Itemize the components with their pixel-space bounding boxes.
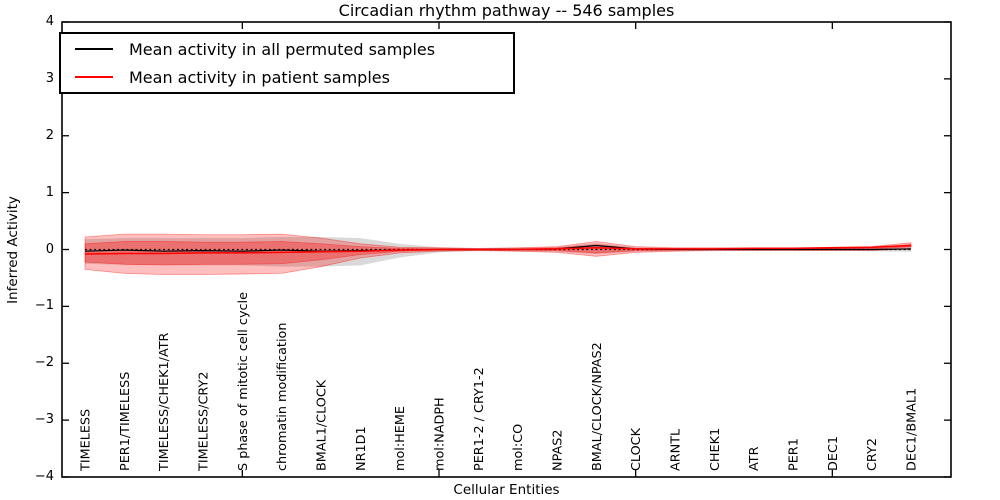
y-tick-label: 1 <box>45 184 54 200</box>
x-category-label: NPAS2 <box>551 430 566 472</box>
legend-label-permuted: Mean activity in all permuted samples <box>129 39 436 59</box>
y-tick-label: 4 <box>45 14 54 29</box>
y-tick-label: 2 <box>45 127 54 143</box>
x-category-label: BMAL/CLOCK/NPAS2 <box>590 342 605 471</box>
x-category-label: TIMELESS/CHEK1/ATR <box>157 332 172 472</box>
y-tick-label: 3 <box>45 70 54 86</box>
y-tick-label: −4 <box>34 469 54 484</box>
x-category-label: PER1 <box>787 438 802 471</box>
x-category-label: CRY2 <box>865 438 880 471</box>
legend-line-black-icon <box>75 48 113 50</box>
x-category-label: PER1-2 / CRY1-2 <box>472 367 487 471</box>
x-category-label: DEC1/BMAL1 <box>905 388 920 471</box>
y-tick-label: −3 <box>34 412 54 428</box>
x-category-label: BMAL1/CLOCK <box>315 379 330 471</box>
x-category-label: CHEK1 <box>708 428 723 471</box>
x-category-label: CLOCK <box>629 427 644 471</box>
x-category-label: TIMELESS <box>79 409 94 472</box>
legend-label-patient: Mean activity in patient samples <box>129 67 390 87</box>
legend: Mean activity in all permuted samples Me… <box>59 32 515 94</box>
x-category-label: DEC1 <box>826 436 841 471</box>
x-category-label: TIMELESS/CRY2 <box>197 372 212 472</box>
x-category-label: mol:NADPH <box>433 397 448 471</box>
y-tick-label: −1 <box>34 298 54 314</box>
band-patient-samples-inner-band <box>84 241 912 266</box>
y-tick-label: −2 <box>34 355 54 371</box>
x-category-label: chromatin modification <box>275 323 290 471</box>
x-category-label: ATR <box>747 446 762 471</box>
legend-entry-permuted: Mean activity in all permuted samples <box>75 38 513 60</box>
y-tick-label: 0 <box>45 241 54 257</box>
x-category-label: mol:CO <box>511 424 526 471</box>
x-category-label: ARNTL <box>669 428 684 471</box>
band-patient-samples-outer-band <box>84 233 912 275</box>
x-axis-label: Cellular Entities <box>453 482 560 498</box>
x-category-label: S phase of mitotic cell cycle <box>236 292 251 471</box>
legend-entry-patient: Mean activity in patient samples <box>75 66 513 88</box>
legend-line-red-icon <box>75 76 113 78</box>
chart-title: Circadian rhythm pathway -- 546 samples <box>338 1 675 20</box>
x-category-label: PER1/TIMELESS <box>118 372 133 471</box>
series-line-patient <box>84 244 912 255</box>
x-category-label: mol:HEME <box>393 406 408 471</box>
band-permuted-samples-band <box>85 236 911 267</box>
x-category-label: NR1D1 <box>354 426 369 471</box>
